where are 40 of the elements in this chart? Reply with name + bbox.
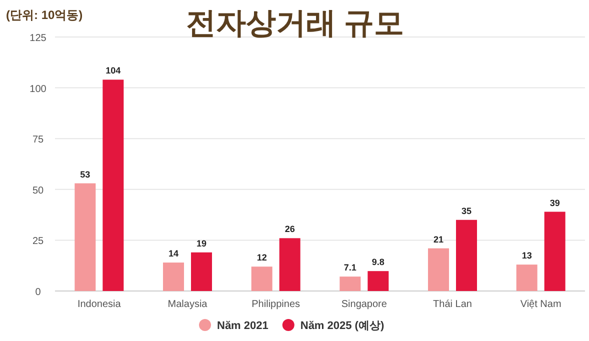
legend-label: Năm 2021 [217,320,268,332]
bar [544,212,566,291]
bar [456,220,477,291]
bar [340,276,361,291]
data-label: 21 [433,234,444,244]
data-label: 35 [461,206,472,216]
y-tick-label: 50 [32,185,44,196]
y-tick-label: 100 [30,84,47,95]
data-label: 9.8 [372,257,384,268]
x-tick-label: Indonesia [77,299,122,310]
y-tick-label: 75 [32,134,44,146]
bar [163,262,184,291]
bar [516,264,538,291]
x-tick-label: Singapore [341,299,388,310]
bar [74,183,96,291]
data-label: 26 [284,224,295,234]
bar [102,80,124,291]
y-tick-label: 0 [35,287,42,298]
y-tick-label: 25 [32,236,44,248]
x-tick-label: Thái Lan [433,299,472,310]
data-label: 53 [80,169,90,180]
data-label: 12 [256,252,267,263]
bar [368,271,389,291]
x-tick-label: Việt Nam [520,299,562,310]
bar [279,238,300,291]
data-label: 7.1 [344,262,356,273]
x-tick-label: Philippines [252,299,300,310]
data-label: 104 [106,66,121,76]
data-label: 39 [550,198,560,208]
x-tick-label: Malaysia [168,299,208,310]
chart-title: 전자상거래 규모 [186,7,404,40]
data-label: 19 [196,238,207,248]
bar [428,248,449,291]
legend-label: Năm 2025 (예상) [300,320,384,332]
data-label: 13 [522,250,532,261]
y-tick-label: 125 [30,33,47,44]
data-label: 14 [168,248,179,259]
bar [191,252,212,291]
y-axis-title: (단위: 10억동) [6,8,83,22]
bar [251,266,272,291]
